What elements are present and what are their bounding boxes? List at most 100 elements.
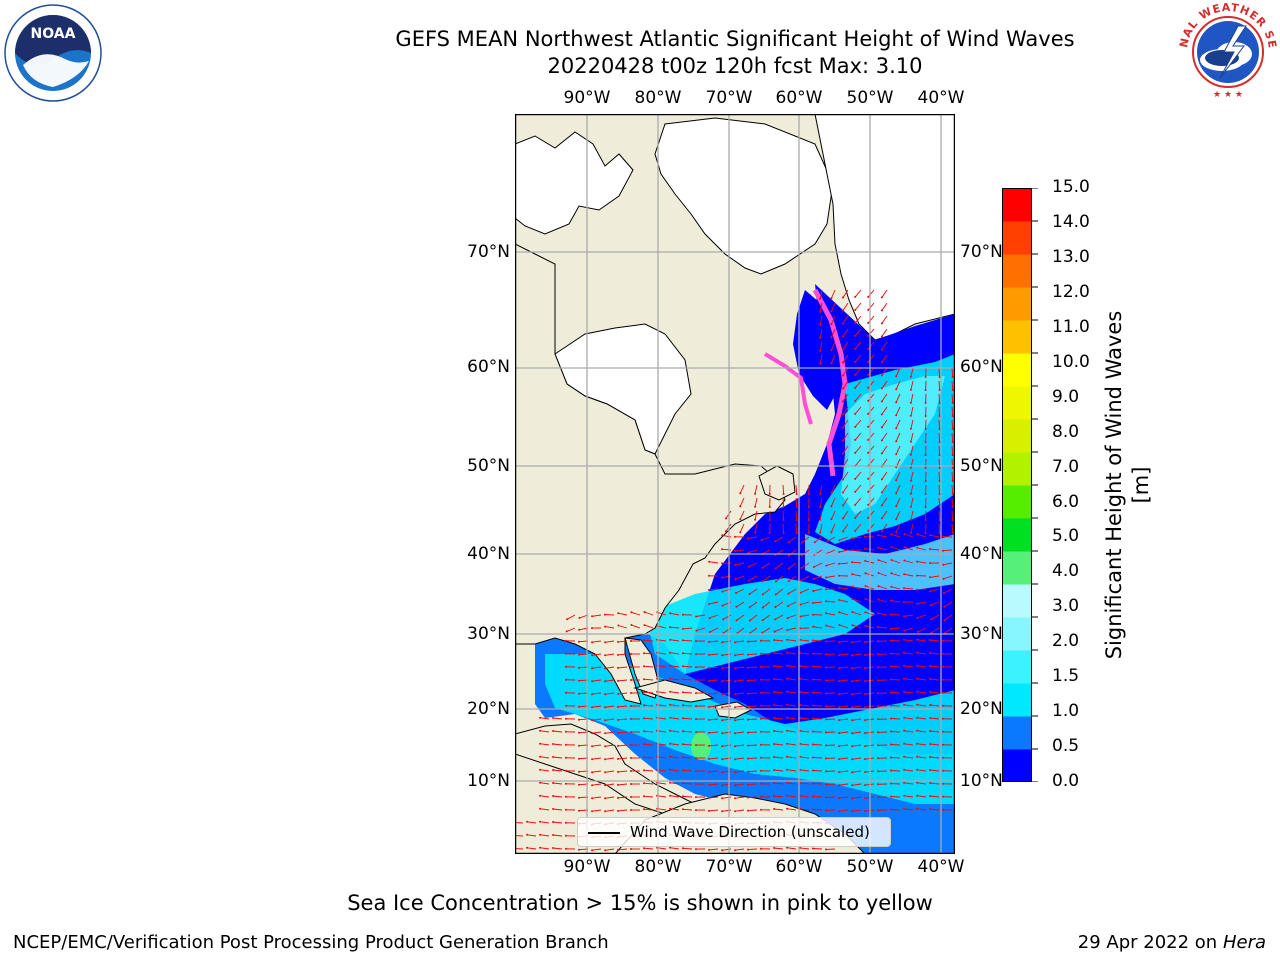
wave-arrow-170 bbox=[739, 523, 745, 533]
wave-arrow-head-224 bbox=[708, 560, 711, 563]
wave-arrow-head-848 bbox=[539, 846, 542, 849]
wave-arrow-19 bbox=[830, 328, 836, 338]
wave-arrow-head-405 bbox=[760, 652, 762, 655]
wave-arrow-head-178 bbox=[830, 531, 833, 534]
wave-arrow-head-711 bbox=[682, 782, 684, 785]
wave-arrow-head-519 bbox=[682, 704, 684, 707]
wave-arrow-head-406 bbox=[773, 652, 776, 654]
colorbar-tick-label: 10.0 bbox=[1052, 351, 1090, 372]
wave-arrow-head-199 bbox=[864, 535, 866, 538]
wave-arrow-head-673 bbox=[604, 771, 607, 774]
wave-arrow-246 bbox=[762, 575, 771, 582]
wave-arrow-226 bbox=[748, 562, 758, 568]
wave-arrow-head-225 bbox=[721, 562, 723, 565]
wave-arrow-head-126 bbox=[842, 491, 844, 494]
wave-arrow-540 bbox=[553, 717, 563, 720]
wave-arrow-head-61 bbox=[924, 402, 927, 404]
wave-arrow-868 bbox=[812, 848, 823, 850]
wave-arrow-165 bbox=[910, 510, 914, 520]
wave-arrow-head-362 bbox=[591, 641, 594, 644]
wave-arrow-head-582 bbox=[669, 729, 672, 732]
wave-arrow-201 bbox=[904, 533, 914, 538]
wave-arrow-head-767 bbox=[578, 809, 580, 812]
wave-arrow-head-664 bbox=[903, 755, 906, 758]
wave-arrow-head-142 bbox=[830, 505, 833, 508]
wave-arrow-head-680 bbox=[695, 770, 697, 773]
wave-arrow-24 bbox=[819, 341, 823, 351]
wave-arrow-190 bbox=[761, 536, 771, 541]
wave-arrow-341 bbox=[723, 627, 732, 634]
wave-arrow-22 bbox=[867, 328, 875, 337]
wave-arrow-head-170 bbox=[724, 530, 727, 533]
wave-arrow-754 bbox=[839, 796, 849, 799]
wave-arrow-head-788 bbox=[851, 810, 854, 813]
wave-arrow-head-681 bbox=[708, 770, 710, 773]
wave-arrow-head-451 bbox=[578, 679, 580, 682]
wave-arrow-62 bbox=[951, 393, 954, 404]
wave-arrow-head-658 bbox=[825, 757, 827, 760]
wave-arrow-head-34 bbox=[854, 360, 857, 363]
wave-arrow-head-469 bbox=[812, 678, 814, 681]
map-legend: Wind Wave Direction (unscaled) bbox=[577, 817, 891, 847]
wave-arrow-head-139 bbox=[795, 506, 798, 508]
wave-arrow-head-552 bbox=[695, 718, 697, 721]
wave-arrow-158 bbox=[819, 510, 823, 520]
wave-arrow-102 bbox=[881, 458, 888, 467]
wave-arrow-head-140 bbox=[807, 506, 810, 508]
wave-arrow-185 bbox=[938, 523, 941, 534]
wave-arrow-head-437 bbox=[786, 664, 789, 667]
wave-arrow-head-484 bbox=[617, 692, 619, 695]
wave-arrow-29 bbox=[881, 341, 888, 350]
wave-arrow-286 bbox=[787, 601, 797, 607]
wave-arrow-head-527 bbox=[786, 703, 789, 706]
wave-arrow-head-543 bbox=[578, 718, 580, 721]
wave-arrow-405 bbox=[774, 652, 784, 655]
wave-arrow-head-655 bbox=[786, 755, 789, 758]
wave-arrow-348 bbox=[813, 626, 823, 629]
wave-arrow-498 bbox=[812, 692, 823, 694]
wave-arrow-406 bbox=[787, 652, 797, 655]
wave-arrow-head-851 bbox=[578, 848, 580, 851]
wave-arrow-head-216 bbox=[851, 549, 853, 552]
wave-arrow-head-509 bbox=[942, 691, 944, 694]
wave-arrow-715 bbox=[747, 783, 758, 786]
wave-arrow-265 bbox=[762, 588, 771, 595]
wave-arrow-220 bbox=[917, 547, 927, 551]
wave-arrow-head-288 bbox=[799, 603, 802, 606]
wave-arrow-266 bbox=[775, 588, 784, 595]
wave-arrow-head-722 bbox=[825, 783, 827, 786]
wave-arrow-head-731 bbox=[942, 782, 944, 785]
wave-arrow-head-707 bbox=[630, 783, 632, 785]
wave-arrow-481 bbox=[592, 692, 602, 695]
wave-arrow-515 bbox=[643, 704, 654, 707]
wave-arrow-125 bbox=[842, 484, 849, 493]
wave-arrow-376 bbox=[787, 639, 797, 642]
wave-arrow-288 bbox=[812, 601, 823, 604]
wave-arrow-head-867 bbox=[786, 846, 789, 849]
wave-arrow-196 bbox=[839, 536, 849, 541]
wave-arrow-407 bbox=[800, 652, 810, 655]
wave-arrow-head-49 bbox=[880, 387, 883, 390]
wave-arrow-202 bbox=[917, 533, 927, 538]
wave-arrow-298 bbox=[944, 601, 953, 607]
wave-arrow-782 bbox=[787, 808, 797, 811]
wave-arrow-440 bbox=[839, 666, 849, 669]
wave-arrow-773 bbox=[670, 808, 680, 811]
wave-arrow-head-665 bbox=[916, 755, 919, 758]
wave-arrow-639 bbox=[592, 757, 602, 760]
wave-arrow-head-743 bbox=[682, 795, 684, 798]
wave-arrow-head-317 bbox=[786, 617, 789, 620]
wave-arrow-head-320 bbox=[825, 612, 828, 615]
wave-arrow-427 bbox=[670, 665, 680, 668]
wave-arrow-85 bbox=[895, 432, 901, 442]
wave-arrow-186 bbox=[951, 523, 954, 534]
wave-arrow-head-248 bbox=[774, 580, 777, 583]
noaa-logo: NOAA bbox=[4, 4, 102, 102]
wave-arrow-head-253 bbox=[838, 574, 840, 577]
wave-arrow-500 bbox=[839, 692, 849, 695]
footer-branch: NCEP/EMC/Verification Post Processing Pr… bbox=[13, 932, 609, 953]
wave-arrow-head-441 bbox=[838, 667, 841, 670]
wave-arrow-452 bbox=[605, 679, 615, 682]
wave-arrow-head-555 bbox=[734, 719, 737, 722]
wave-arrow-head-262 bbox=[708, 588, 710, 591]
